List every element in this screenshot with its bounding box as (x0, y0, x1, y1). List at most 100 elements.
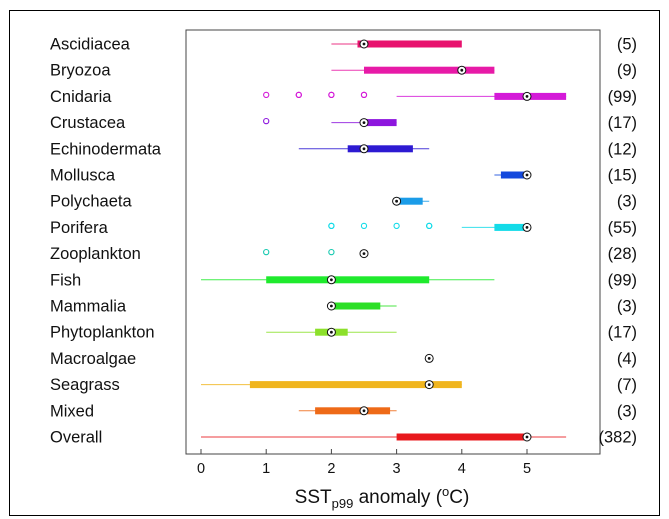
boxplot-chart: Ascidiacea Bryozoa Cnidaria Crustacea Echino… (50, 29, 637, 511)
boxplot-row-macroalgae (424, 353, 434, 363)
boxplot-row-mollusca (494, 170, 532, 180)
outlier-point (328, 222, 335, 230)
median-dot (362, 252, 366, 256)
count-label: (3) (617, 402, 637, 420)
count-label: (12) (608, 140, 637, 158)
median-dot (362, 147, 366, 151)
count-label: (55) (608, 219, 637, 237)
figure-frame: Ascidiacea Bryozoa Cnidaria Crustacea Echino… (9, 10, 660, 516)
iqr-box (315, 407, 391, 415)
x-tick-label: 0 (197, 461, 205, 477)
plot-area (185, 29, 601, 455)
outlier-point (426, 222, 433, 230)
x-axis-title-subscript: p99 (332, 496, 354, 511)
median-dot (362, 42, 366, 46)
count-label: (3) (617, 193, 637, 211)
category-label: Macroalgae (50, 350, 136, 368)
x-axis-title-superscript: o (442, 484, 449, 499)
outlier-point (328, 91, 335, 99)
category-label: Bryozoa (50, 62, 111, 80)
iqr-box (357, 40, 462, 48)
boxplot-series (201, 39, 567, 442)
x-tick-label: 1 (262, 461, 270, 477)
category-label: Polychaeta (50, 193, 132, 211)
category-label: Echinodermata (50, 140, 162, 158)
median-dot (525, 173, 529, 177)
median-dot (395, 199, 398, 203)
category-labels: Ascidiacea Bryozoa Cnidaria Crustacea Echino… (50, 36, 162, 447)
boxplot-row-seagrass (201, 380, 462, 390)
median-dot (362, 121, 366, 124)
median-dot (330, 278, 333, 282)
boxplot-row-crustacea (263, 117, 397, 128)
iqr-box (500, 171, 527, 179)
count-label: (382) (598, 429, 637, 447)
boxplot-row-polychaeta (392, 196, 430, 206)
iqr-box (494, 223, 527, 231)
count-label: (3) (617, 298, 637, 316)
x-tick-label: 4 (458, 461, 466, 477)
outlier-point (393, 222, 400, 230)
iqr-box (364, 119, 397, 127)
outlier-point (263, 91, 270, 99)
outlier-point (263, 117, 270, 125)
x-tick-label: 2 (327, 461, 335, 477)
x-axis-title-text: anomaly ( (353, 487, 442, 508)
outlier-point (360, 91, 368, 99)
x-axis-title-unit: C) (449, 487, 469, 508)
outlier-point (295, 91, 302, 99)
category-label: Fish (50, 271, 81, 289)
outlier-point (360, 222, 368, 230)
iqr-box (396, 197, 423, 205)
boxplot-row-ascidiacea (331, 39, 462, 49)
count-label: (4) (617, 350, 637, 368)
outlier-point (328, 248, 335, 256)
category-label: Mixed (50, 402, 94, 420)
boxplot-row-mixed (298, 406, 397, 416)
x-axis: 0 1 2 3 4 5 (197, 449, 531, 477)
boxplot-row-echinodermata (298, 144, 430, 154)
category-label: Ascidiacea (50, 36, 131, 54)
category-label: Porifera (50, 219, 109, 237)
median-dot (427, 383, 431, 386)
median-dot (330, 304, 333, 308)
median-dot (427, 357, 431, 360)
median-dot (460, 68, 464, 72)
x-tick-label: 3 (393, 461, 401, 477)
boxplot-row-overall (201, 432, 567, 442)
median-dot (330, 330, 333, 334)
median-dot (525, 226, 529, 229)
iqr-box (364, 66, 495, 74)
count-label: (28) (608, 245, 637, 263)
iqr-box (347, 145, 413, 153)
category-label: Cnidaria (50, 88, 112, 106)
boxplot-row-mammalia (326, 301, 397, 311)
count-label: (5) (617, 36, 637, 54)
outlier-point (263, 248, 270, 256)
category-label: Mollusca (50, 167, 116, 185)
count-label: (17) (608, 324, 637, 342)
category-label: Crustacea (50, 114, 126, 132)
count-label: (15) (608, 167, 637, 185)
x-tick-label: 5 (523, 461, 531, 477)
category-label: Phytoplankton (50, 324, 155, 342)
count-label: (7) (617, 376, 637, 394)
boxplot-row-cnidaria (263, 91, 567, 101)
category-label: Overall (50, 429, 102, 447)
iqr-box (266, 276, 430, 284)
boxplot-row-fish (201, 275, 495, 285)
iqr-box (249, 381, 462, 389)
category-label: Zooplankton (50, 245, 141, 263)
count-label: (99) (608, 271, 637, 289)
x-axis-title: SSTp99 anomaly (oC) (295, 484, 470, 511)
count-label: (99) (608, 88, 637, 106)
iqr-box (331, 302, 381, 310)
median-dot (525, 435, 529, 439)
count-label: (17) (608, 114, 637, 132)
median-dot (525, 95, 529, 98)
x-axis-title-main: SST (295, 487, 332, 508)
boxplot-row-zooplankton (263, 248, 369, 259)
count-label: (9) (617, 62, 637, 80)
category-label: Mammalia (50, 298, 127, 316)
iqr-box (396, 433, 527, 441)
